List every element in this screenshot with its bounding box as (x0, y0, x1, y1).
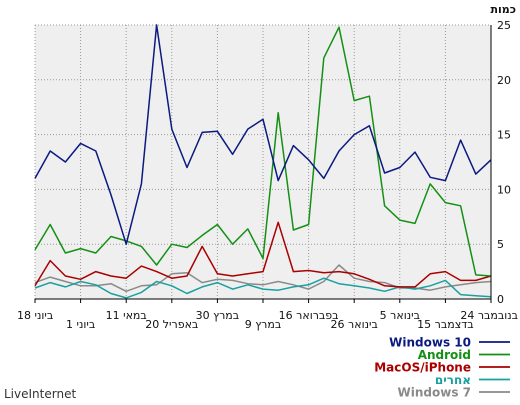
y-axis-label: כמות (491, 3, 516, 16)
x-tick-label: 20 באפריל (145, 318, 198, 331)
series-lines (34, 24, 492, 299)
x-tick-label: 1 ביוני (66, 318, 95, 331)
y-tick-label: 5 (497, 238, 504, 251)
footer-brand: LiveInternet (4, 387, 76, 401)
x-tick-label: 9 במרץ (245, 318, 281, 331)
legend: Windows 10AndroidMacOS/iPhoneאחריםWindow… (374, 336, 510, 400)
y-tick-label: 15 (497, 129, 511, 142)
x-tick-label: 11 במאי (106, 309, 147, 322)
legend-label: אחרים (435, 373, 471, 387)
y-tick-label: 0 (497, 293, 504, 306)
y-tick-labels: 0 5 10 15 20 25 (497, 19, 511, 306)
series-line (34, 277, 492, 299)
y-tick-label: 10 (497, 183, 511, 196)
series-line (34, 221, 492, 288)
legend-label: Windows 7 (398, 386, 471, 400)
series-line (34, 26, 492, 277)
y-tick-label: 25 (497, 19, 511, 32)
x-tick-label: 30 במרץ (196, 309, 239, 322)
legend-label: Android (418, 348, 471, 362)
x-tick-label: 26 בינואר (331, 318, 378, 331)
x-tick-label: 24 בנובמבר (460, 309, 518, 322)
x-tick-label: 18 ביוני (17, 309, 53, 322)
x-tick-label: 15 בדצמבר (417, 318, 473, 331)
x-tick-label: 5 בינואר (380, 309, 420, 322)
x-tick-label: 16 בפברואר (279, 309, 339, 322)
y-tick-label: 20 (497, 74, 511, 87)
legend-label: MacOS/iPhone (374, 361, 471, 375)
legend-label: Windows 10 (389, 336, 471, 350)
series-line (34, 24, 492, 245)
series-line (34, 264, 492, 293)
